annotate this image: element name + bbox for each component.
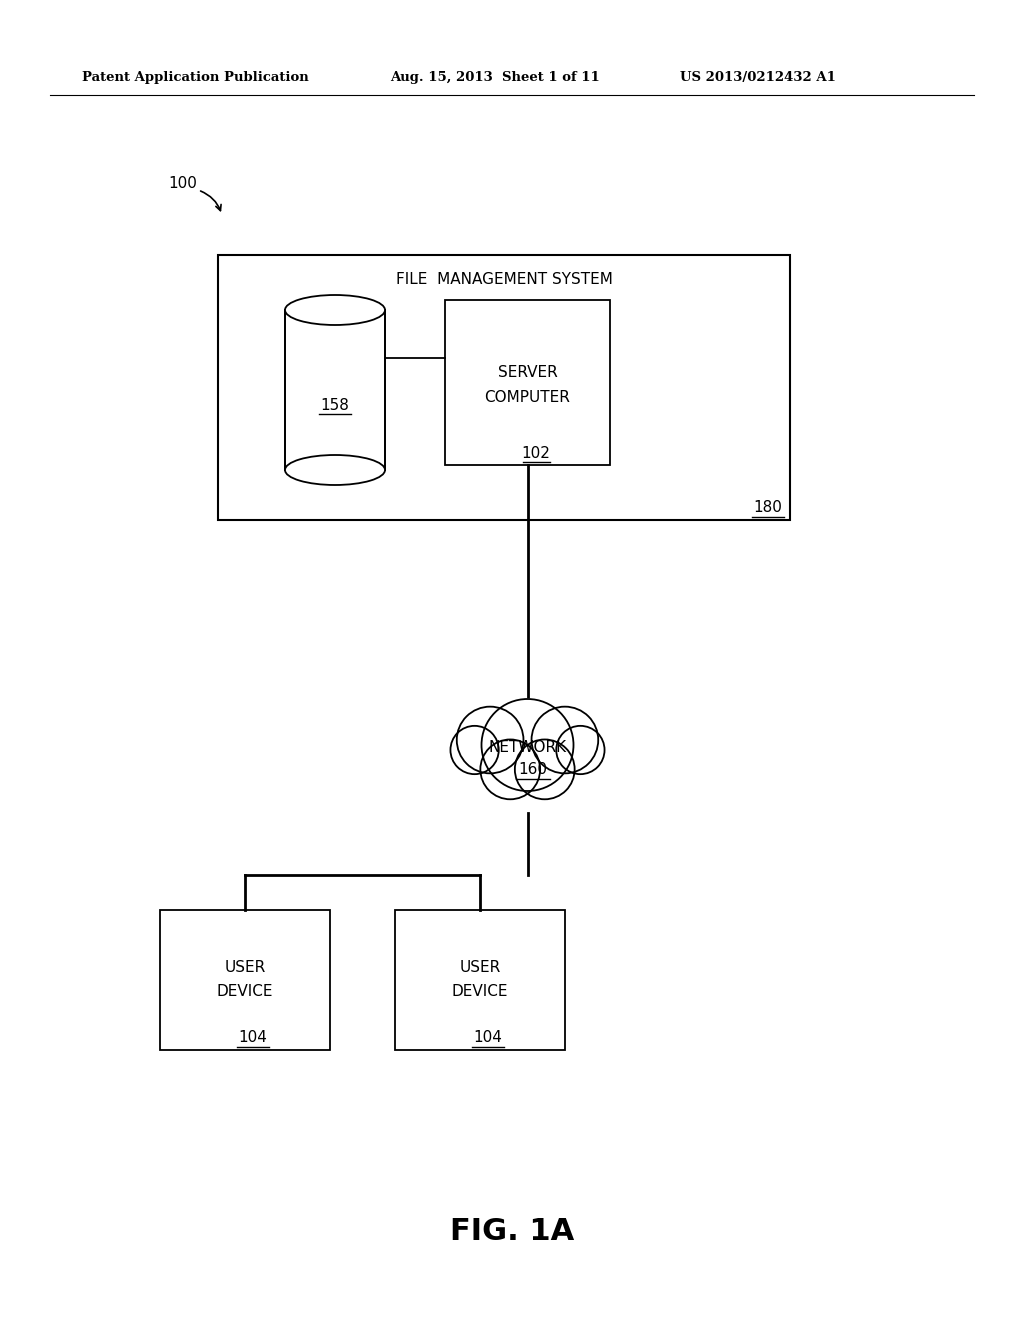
Text: US 2013/0212432 A1: US 2013/0212432 A1 [680,71,836,84]
Circle shape [531,706,598,774]
Text: DEVICE: DEVICE [217,985,273,999]
Circle shape [480,739,540,800]
Text: USER: USER [460,961,501,975]
Text: 180: 180 [754,500,782,516]
Ellipse shape [285,294,385,325]
Bar [160,909,330,1049]
Text: FILE  MANAGEMENT SYSTEM: FILE MANAGEMENT SYSTEM [395,272,612,288]
Bar [395,909,565,1049]
Text: SERVER: SERVER [498,366,557,380]
Text: 104: 104 [473,1031,503,1045]
Bar [218,255,790,520]
Circle shape [481,700,573,791]
Text: 160: 160 [518,763,547,777]
Text: Aug. 15, 2013  Sheet 1 of 11: Aug. 15, 2013 Sheet 1 of 11 [390,71,600,84]
Text: COMPUTER: COMPUTER [484,389,570,405]
Text: DEVICE: DEVICE [452,985,508,999]
Circle shape [457,706,523,774]
Bar [445,300,610,465]
Text: USER: USER [224,961,265,975]
Text: Patent Application Publication: Patent Application Publication [82,71,309,84]
Text: 158: 158 [321,397,349,412]
Text: 100: 100 [168,176,197,190]
Text: FIG. 1A: FIG. 1A [450,1217,574,1246]
Circle shape [556,726,604,774]
Text: NETWORK: NETWORK [488,739,566,755]
Text: 104: 104 [239,1031,267,1045]
Circle shape [515,739,574,800]
Circle shape [451,726,499,774]
Text: 102: 102 [521,446,550,461]
Bar [285,310,385,470]
Ellipse shape [285,455,385,484]
